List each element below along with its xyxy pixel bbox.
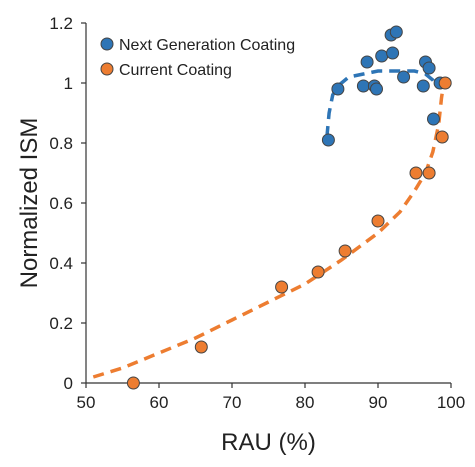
data-point-series-1: [370, 82, 383, 96]
legend-label: Next Generation Coating: [119, 37, 295, 54]
y-tick-label: 0.8: [49, 134, 73, 153]
data-point-series-2: [338, 244, 352, 258]
legend: Next Generation Coating Current Coating: [96, 30, 322, 84]
y-axis-title: Normalized ISM: [16, 118, 43, 289]
data-point-series-2: [275, 280, 289, 294]
x-tick-label: 80: [296, 393, 315, 412]
data-point-series-2: [438, 76, 452, 90]
x-axis-title: RAU (%): [221, 429, 316, 456]
data-point-series-1: [375, 49, 389, 63]
legend-label: Current Coating: [119, 62, 232, 79]
x-tick-label: 90: [369, 393, 388, 412]
y-tick-label: 0.6: [49, 194, 73, 213]
x-tick-label: 60: [150, 393, 169, 412]
data-point-series-2: [409, 166, 423, 180]
x-tick-label: 50: [77, 393, 96, 412]
data-point-series-2: [422, 166, 436, 180]
data-point-series-1: [397, 70, 411, 84]
x-tick-label: 70: [223, 393, 242, 412]
legend-box: [96, 30, 322, 84]
plot-area: 50 60 70 80 90 100 0 0.2 0.4 0.6 0.8 1 1.2: [49, 14, 465, 412]
data-point-series-1: [416, 79, 430, 93]
fit-line-series-1: [325, 69, 438, 138]
data-point-series-1: [331, 82, 345, 96]
y-tick-label: 1: [64, 74, 73, 93]
data-point-series-1: [422, 61, 436, 75]
legend-marker: [100, 62, 114, 76]
fit-line-series-2: [92, 82, 446, 379]
y-ticks: 0 0.2 0.4 0.6 0.8 1 1.2: [49, 14, 86, 393]
y-tick-label: 0.2: [49, 314, 73, 333]
y-tick-label: 1.2: [49, 14, 73, 33]
data-point-series-2: [435, 130, 449, 144]
data-point-series-1: [386, 46, 400, 60]
data-point-series-2: [371, 214, 385, 228]
data-point-series-1: [321, 133, 335, 147]
data-point-series-1: [360, 55, 374, 69]
y-tick-label: 0: [64, 374, 73, 393]
legend-marker: [100, 37, 114, 51]
fit-lines: [92, 69, 446, 379]
data-point-series-2: [126, 376, 140, 390]
x-ticks: 50 60 70 80 90 100: [77, 383, 465, 412]
data-point-series-2: [311, 265, 325, 279]
y-tick-label: 0.4: [49, 254, 73, 273]
data-point-series-1: [356, 79, 370, 93]
x-tick-label: 100: [437, 393, 465, 412]
data-point-series-1: [427, 112, 440, 126]
data-point-series-2: [194, 340, 208, 354]
markers: [126, 25, 452, 390]
data-point-series-1: [389, 25, 403, 39]
